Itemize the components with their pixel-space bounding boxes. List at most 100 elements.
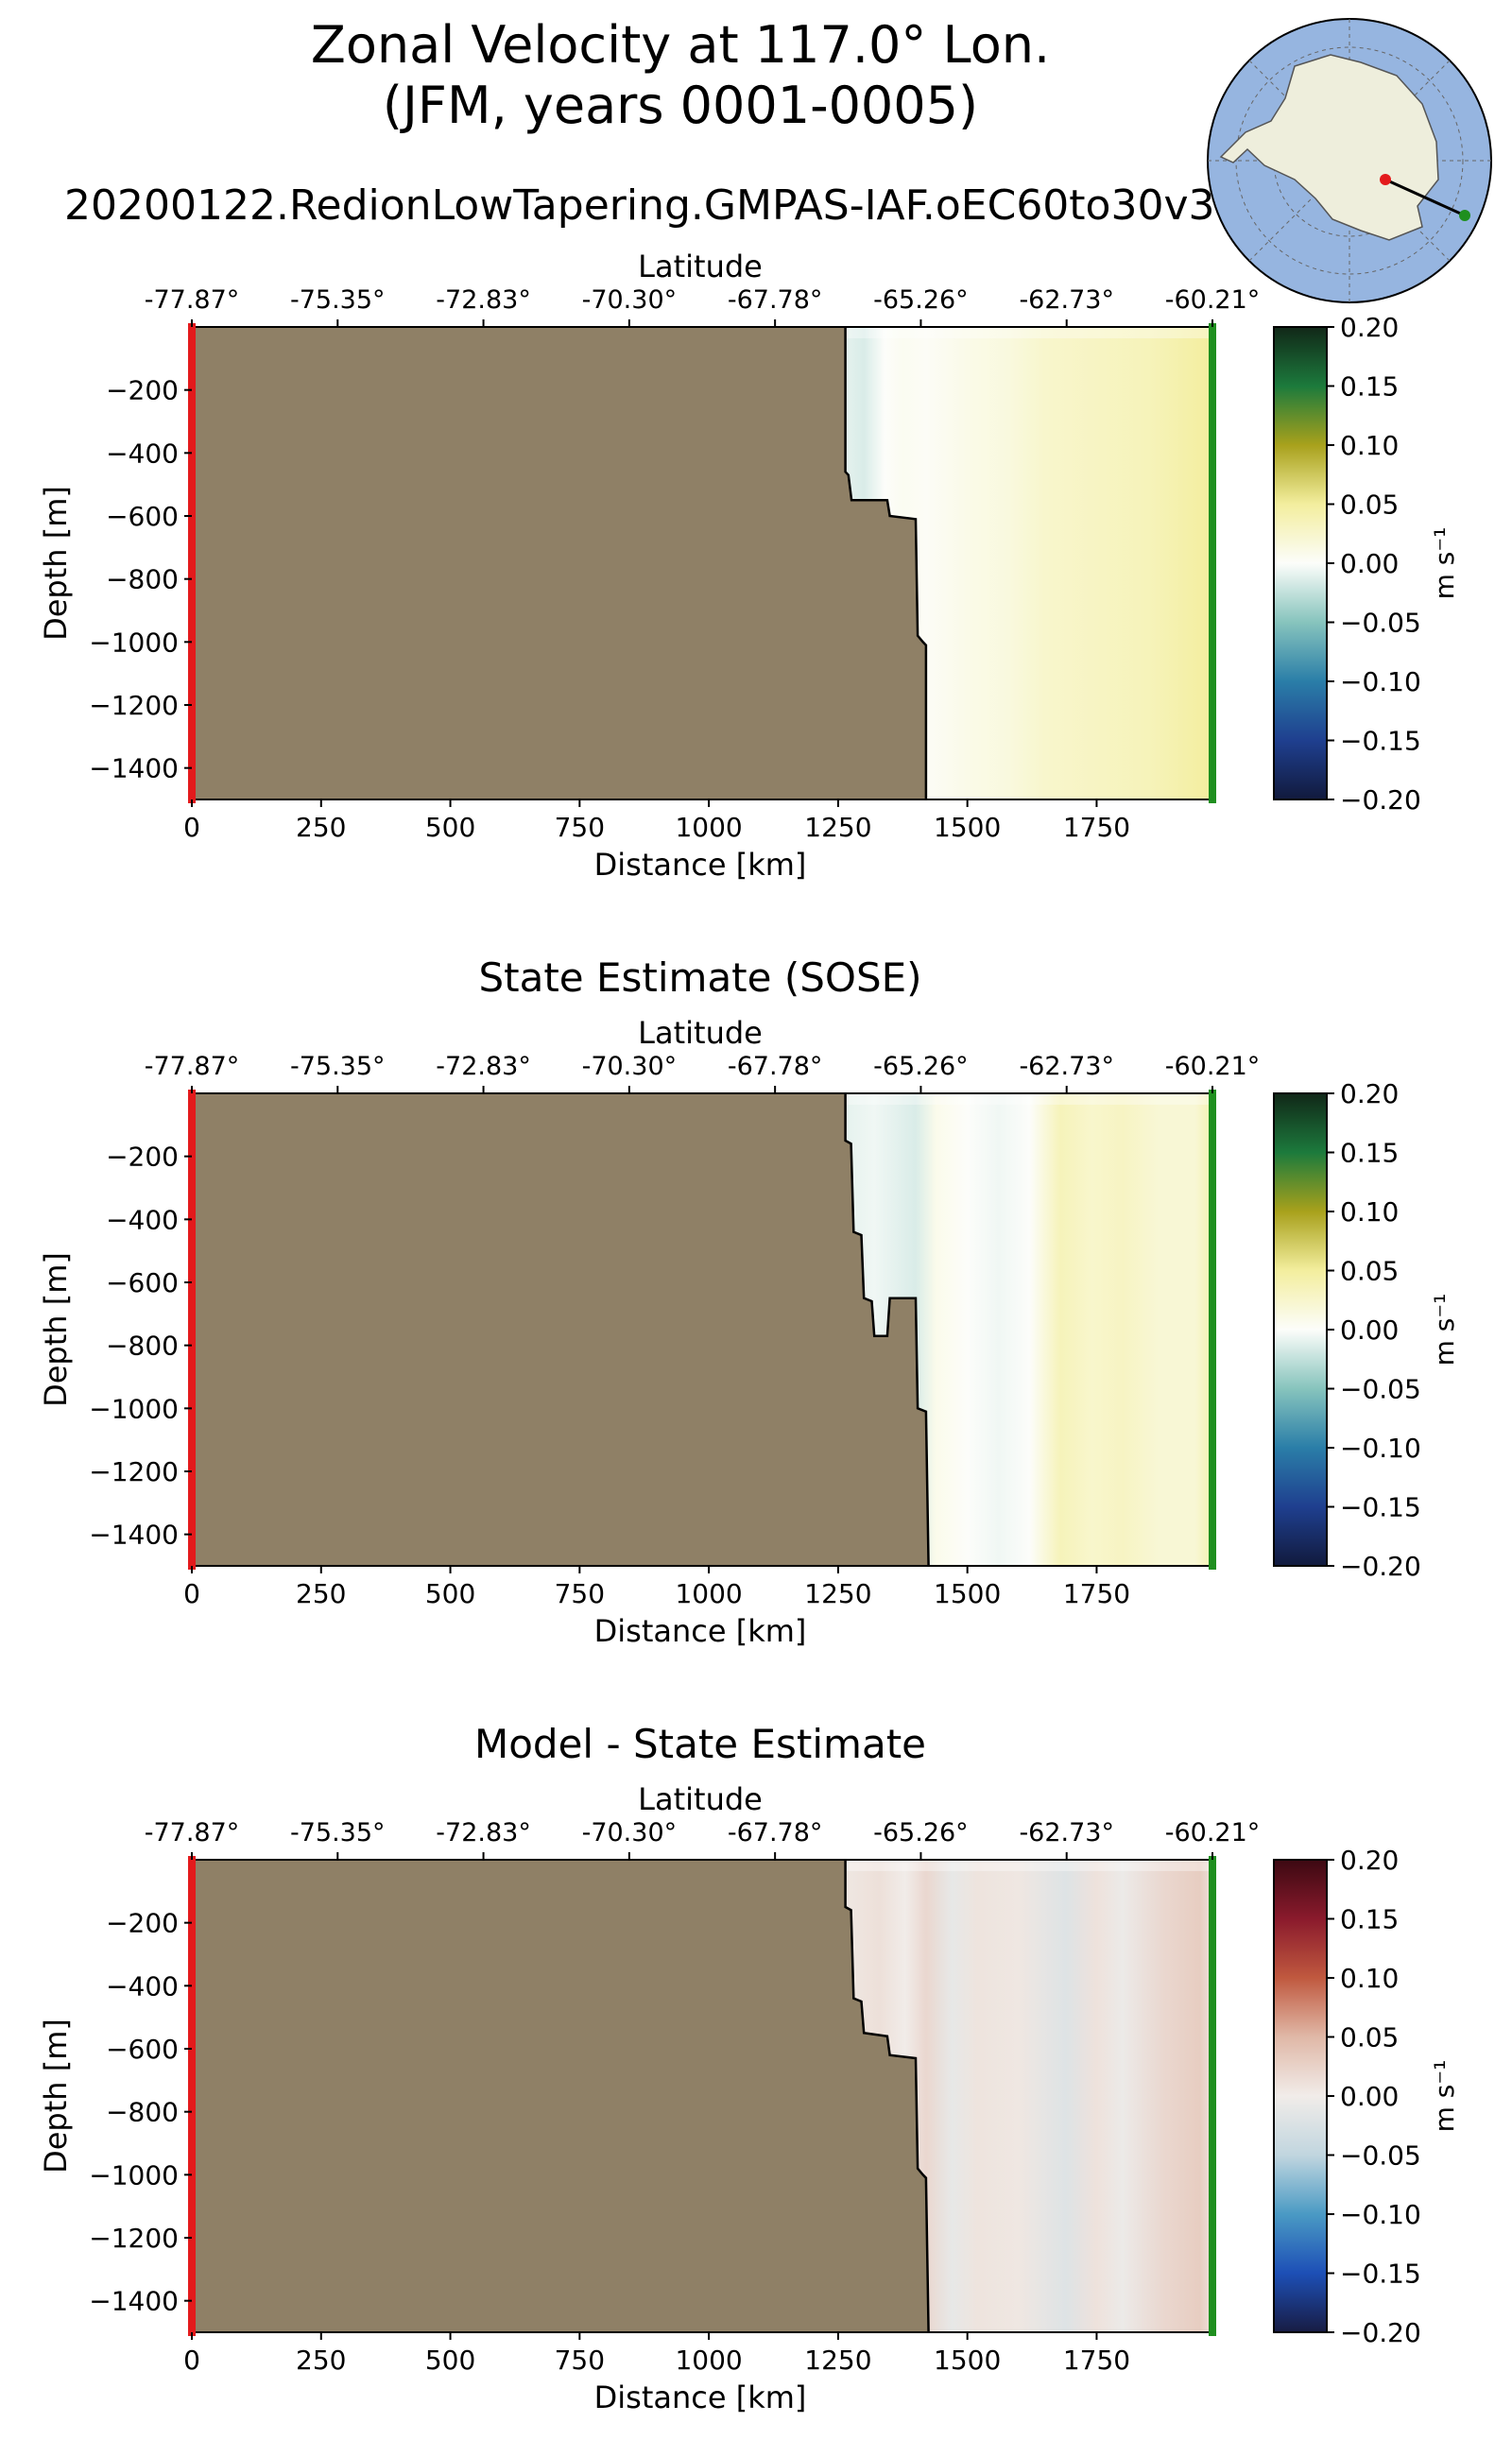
map-continent [1219, 54, 1439, 241]
top-tick-label: -75.35° [290, 1818, 386, 1847]
figure-title-line1: Zonal Velocity at 117.0° Lon. [311, 15, 1050, 75]
top-axis-label: Latitude [638, 249, 763, 284]
x-tick-label: 1500 [934, 2345, 1001, 2376]
y-tick-label: −600 [106, 501, 179, 532]
figure-title-line2: (JFM, years 0001-0005) [383, 76, 978, 135]
top-tick-label: -77.87° [145, 1052, 240, 1081]
x-tick-label: 1250 [804, 2345, 871, 2376]
top-tick-label: -77.87° [145, 285, 240, 315]
y-tick-label: −1200 [89, 690, 179, 721]
top-tick-label: -65.26° [873, 285, 969, 315]
x-tick-label: 250 [296, 2345, 346, 2376]
colorbar-tick-label: 0.00 [1340, 1314, 1399, 1346]
panel-title: State Estimate (SOSE) [478, 954, 921, 1001]
colorbar-tick-label: −0.20 [1340, 1551, 1421, 1582]
top-axis-label: Latitude [638, 1015, 763, 1051]
colorbar-tick-label: −0.20 [1340, 2317, 1421, 2348]
colorbar-tick-label: −0.10 [1340, 666, 1421, 697]
top-tick-label: -75.35° [290, 1052, 386, 1081]
x-tick-label: 250 [296, 1578, 346, 1609]
x-tick-label: 1250 [804, 1578, 871, 1609]
colorbar-tick-label: 0.00 [1340, 548, 1399, 579]
colorbar [1273, 1092, 1328, 1567]
colorbar-tick-label: 0.05 [1340, 1256, 1399, 1287]
top-tick-label: -62.73° [1019, 285, 1114, 315]
map-section-start [1380, 174, 1391, 185]
panel-model: Latitude 0 250 500 750 1000 1250 1500 1750 Distan… [38, 249, 1460, 883]
x-tick-label: 750 [555, 812, 605, 843]
y-tick-label: −1400 [89, 2286, 179, 2317]
y-tick-label: −1400 [89, 1520, 179, 1551]
x-axis-label: Distance [km] [594, 2380, 807, 2415]
y-tick-label: −1000 [89, 627, 179, 658]
y-tick-label: −1200 [89, 1456, 179, 1487]
x-tick-label: 0 [183, 812, 200, 843]
y-tick-label: −400 [106, 1970, 179, 2002]
y-tick-label: −1400 [89, 753, 179, 784]
colorbar-tick-label: −0.10 [1340, 1433, 1421, 1464]
x-tick-label: 250 [296, 812, 346, 843]
top-tick-label: -62.73° [1019, 1052, 1114, 1081]
y-axis-label: Depth [m] [38, 486, 74, 641]
colorbar-tick-label: 0.20 [1340, 312, 1399, 343]
y-tick-label: −1000 [89, 2159, 179, 2191]
colorbar-tick-label: −0.15 [1340, 1492, 1421, 1523]
top-tick-label: -65.26° [873, 1818, 969, 1847]
x-tick-label: 1000 [675, 1578, 742, 1609]
x-tick-label: 500 [425, 812, 475, 843]
colorbar [1273, 326, 1328, 800]
land-mask [192, 1860, 929, 2332]
x-axis-label: Distance [km] [594, 1613, 807, 1649]
top-tick-label: -72.83° [436, 1818, 531, 1847]
land-mask [192, 327, 926, 799]
top-tick-label: -67.78° [728, 1818, 823, 1847]
x-tick-label: 1250 [804, 812, 871, 843]
run-name: 20200122.RedionLowTapering.GMPAS-IAF.oEC… [64, 181, 1215, 230]
colorbar-tick-label: −0.05 [1340, 608, 1421, 639]
colorbar-tick-label: −0.10 [1340, 2199, 1421, 2230]
top-tick-label: -72.83° [436, 1052, 531, 1081]
colorbar-label: m s⁻¹ [1429, 527, 1460, 600]
land-mask [192, 1093, 929, 1566]
colorbar-tick-label: 0.15 [1340, 1138, 1399, 1169]
panels: Latitude 0 250 500 750 1000 1250 1500 1750 Distan… [38, 249, 1460, 2415]
map-section-end [1459, 210, 1470, 221]
y-tick-label: −600 [106, 1267, 179, 1298]
colorbar-tick-label: 0.10 [1340, 430, 1399, 461]
colorbar-tick-label: 0.10 [1340, 1196, 1399, 1228]
x-tick-label: 1500 [934, 812, 1001, 843]
y-tick-label: −200 [106, 1908, 179, 1939]
x-tick-label: 1000 [675, 812, 742, 843]
antarctica-orthographic-map-icon [1207, 18, 1492, 303]
panel-title: Model - State Estimate [474, 1721, 926, 1767]
x-axis-label: Distance [km] [594, 847, 807, 883]
colorbar-tick-label: −0.05 [1340, 2140, 1421, 2172]
bathymetry-line [844, 1860, 930, 2333]
top-tick-label: -70.30° [582, 285, 678, 315]
colorbar [1273, 1859, 1328, 2333]
top-tick-label: -67.78° [728, 285, 823, 315]
top-tick-label: -67.78° [728, 1052, 823, 1081]
colorbar-tick-label: −0.20 [1340, 784, 1421, 816]
panel-sose: State Estimate (SOSE) Latitude 0 250 500 750 1… [38, 954, 1460, 1649]
top-tick-label: -75.35° [290, 285, 386, 315]
y-axis-label: Depth [m] [38, 1252, 74, 1407]
top-tick-label: -60.21° [1165, 1052, 1261, 1081]
top-tick-label: -70.30° [582, 1052, 678, 1081]
y-tick-label: −800 [106, 2097, 179, 2128]
bathymetry-line [844, 1093, 930, 1567]
y-tick-label: −200 [106, 375, 179, 406]
x-tick-label: 1750 [1063, 2345, 1130, 2376]
colorbar-tick-label: −0.05 [1340, 1374, 1421, 1405]
top-tick-label: -62.73° [1019, 1818, 1114, 1847]
bathymetry-line [844, 327, 928, 799]
colorbar-tick-label: −0.15 [1340, 2259, 1421, 2290]
top-tick-label: -70.30° [582, 1818, 678, 1847]
x-tick-label: 1750 [1063, 1578, 1130, 1609]
y-tick-label: −1200 [89, 2223, 179, 2254]
x-tick-label: 0 [183, 1578, 200, 1609]
y-tick-label: −800 [106, 1331, 179, 1362]
x-tick-label: 1000 [675, 2345, 742, 2376]
y-tick-label: −800 [106, 564, 179, 595]
